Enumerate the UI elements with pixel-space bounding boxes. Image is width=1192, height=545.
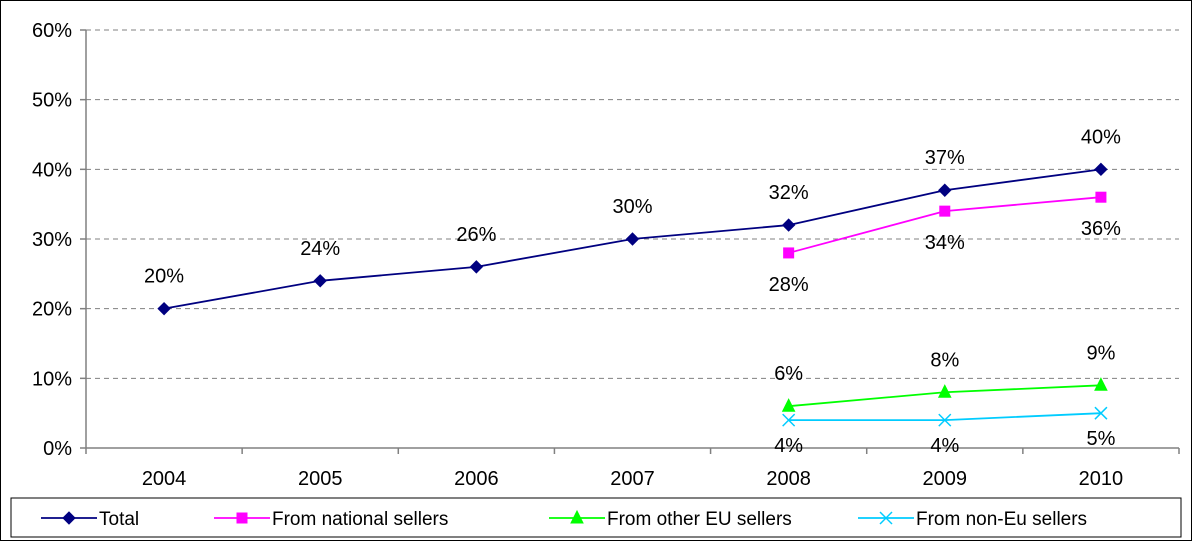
- legend-marker-from-non-eu-sellers: [879, 511, 893, 525]
- x-tick-label: 2006: [454, 468, 499, 490]
- y-tick-label: 30%: [32, 229, 72, 251]
- legend-marker-total: [62, 511, 76, 525]
- x-tick-label: 2005: [298, 468, 343, 490]
- legend-marker-from-other-eu-sellers: [570, 509, 584, 524]
- legend-label-total: Total: [99, 509, 139, 530]
- data-label-total: 37%: [925, 147, 965, 169]
- data-label-from-other-eu-sellers: 9%: [1086, 342, 1115, 364]
- series-from-non-eu-sellers: [782, 406, 1108, 427]
- data-label-total: 40%: [1081, 126, 1121, 148]
- legend-marker-from-national-sellers: [236, 512, 248, 524]
- legend: Total From national sellers From other EU …: [10, 497, 1182, 538]
- data-label-total: 20%: [144, 266, 184, 288]
- series-from-other-eu-sellers: [781, 377, 1108, 412]
- x-axis-ticks: 2004 2005 2006 2007 2008 2009 2010: [85, 448, 1180, 490]
- legend-item-from-national-sellers: From national sellers: [214, 509, 448, 530]
- gridlines: [86, 29, 1179, 379]
- data-point-from-national-sellers: [1095, 191, 1107, 203]
- data-label-from-national-sellers: 34%: [925, 232, 965, 254]
- data-point-from-non-eu-sellers: [938, 413, 952, 427]
- data-point-from-non-eu-sellers-stroke: [782, 413, 796, 427]
- data-label-total: 32%: [769, 182, 809, 204]
- data-point-from-other-eu-sellers: [1094, 377, 1108, 391]
- data-point-total: [625, 232, 640, 246]
- y-tick-label: 50%: [32, 90, 72, 112]
- data-point-from-national-sellers: [939, 205, 951, 217]
- data-point-total: [157, 301, 171, 316]
- data-label-from-other-eu-sellers: 8%: [930, 349, 959, 371]
- data-point-total: [781, 218, 796, 232]
- legend-marker-from-non-eu-sellers-stroke: [879, 511, 893, 525]
- data-point-from-non-eu-sellers: [782, 413, 796, 427]
- data-point-from-non-eu-sellers-stroke: [938, 413, 952, 427]
- y-tick-label: 40%: [32, 159, 72, 181]
- data-label-from-non-eu-sellers: 4%: [774, 435, 803, 457]
- y-tick-label: 10%: [32, 368, 72, 390]
- data-label-total: 30%: [612, 196, 652, 218]
- legend-label-from-other-eu-sellers: From other EU sellers: [607, 509, 792, 530]
- data-label-from-national-sellers: 28%: [769, 274, 809, 296]
- data-point-total: [313, 274, 327, 288]
- data-point-total: [938, 183, 952, 197]
- data-labels: 20% 24% 26% 30% 32% 37% 40% 28% 34% 36% 6% 8% 9% 4% 4%…: [144, 126, 1121, 457]
- legend-label-from-non-eu-sellers: From non-Eu sellers: [916, 509, 1087, 530]
- series-from-national-sellers: [783, 191, 1107, 259]
- data-point-from-national-sellers: [783, 247, 795, 259]
- legend-label-from-national-sellers: From national sellers: [272, 509, 448, 530]
- data-label-total: 24%: [300, 238, 340, 260]
- y-tick-label: 0%: [43, 438, 72, 460]
- legend-item-from-other-eu-sellers: From other EU sellers: [549, 509, 792, 530]
- series-total: [157, 162, 1108, 316]
- data-label-total: 26%: [456, 224, 496, 246]
- legend-box: [10, 497, 1182, 538]
- data-point-from-other-eu-sellers: [781, 398, 796, 412]
- data-point-total: [469, 260, 484, 274]
- series-group: [157, 162, 1108, 427]
- y-tick-label: 60%: [32, 20, 72, 42]
- data-point-from-other-eu-sellers: [937, 384, 952, 398]
- x-tick-label: 2009: [923, 468, 968, 490]
- y-axis-ticks: 0% 10% 20% 30% 40% 50% 60%: [32, 20, 86, 460]
- data-point-from-non-eu-sellers: [1094, 406, 1108, 420]
- x-tick-label: 2010: [1079, 468, 1124, 490]
- x-tick-label: 2007: [610, 468, 655, 490]
- x-tick-label: 2004: [142, 468, 187, 490]
- data-label-from-non-eu-sellers: 4%: [930, 435, 959, 457]
- data-label-from-other-eu-sellers: 6%: [774, 363, 803, 385]
- x-tick-label: 2008: [766, 468, 811, 490]
- data-label-from-national-sellers: 36%: [1081, 218, 1121, 240]
- legend-item-total: Total: [41, 509, 139, 530]
- legend-item-from-non-eu-sellers: From non-Eu sellers: [858, 509, 1087, 530]
- y-tick-label: 20%: [32, 299, 72, 321]
- data-point-from-non-eu-sellers-stroke: [1094, 406, 1108, 420]
- data-point-total: [1094, 162, 1108, 177]
- data-label-from-non-eu-sellers: 5%: [1086, 428, 1115, 450]
